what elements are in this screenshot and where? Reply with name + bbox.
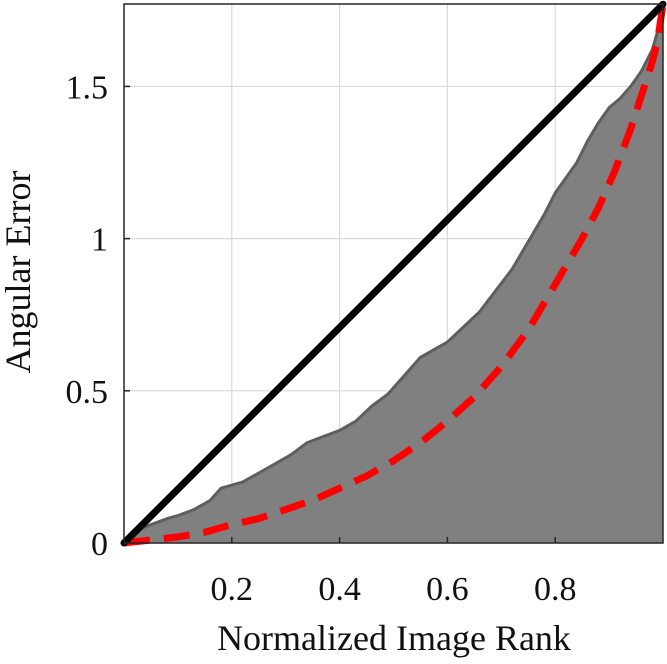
x-tick-label-0: 0.2: [211, 571, 254, 608]
x-tick-label-1: 0.4: [318, 571, 361, 608]
plot-frame: [123, 3, 664, 544]
y-tick-label-0: 0: [91, 526, 108, 563]
tick-labels: 0.2 0.4 0.6 0.8 0 0.5 1 1.5: [66, 69, 577, 608]
axes-box: [123, 3, 664, 544]
area-fill-series: [124, 4, 663, 543]
x-tick-label-2: 0.6: [426, 571, 469, 608]
y-axis-label: Angular Error: [0, 171, 38, 374]
x-tick-label-3: 0.8: [534, 571, 577, 608]
series-layer: [120, 0, 667, 547]
y-tick-label-3: 1.5: [66, 69, 109, 106]
y-tick-label-1: 0.5: [66, 374, 109, 411]
dashed-red-curve: [123, 3, 667, 547]
x-axis-label: Normalized Image Rank: [217, 618, 571, 658]
diagonal-black-line: [120, 0, 667, 547]
y-tick-label-2: 1: [91, 222, 108, 259]
area-edge-series: [122, 3, 665, 544]
